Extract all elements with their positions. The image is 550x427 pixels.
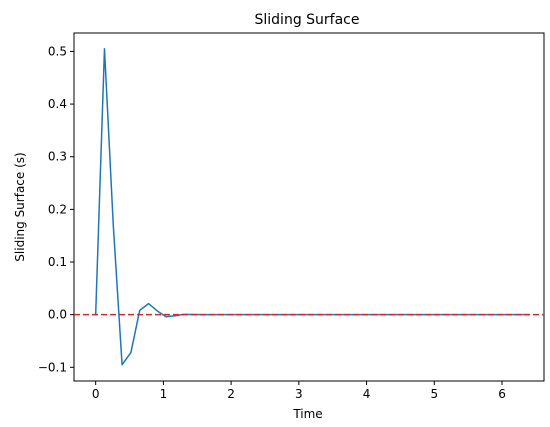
- y-tick-label: 0.5: [48, 44, 67, 58]
- y-axis-label: Sliding Surface (s): [13, 152, 27, 261]
- x-tick-label: 3: [295, 387, 303, 401]
- series-lines: [74, 48, 544, 366]
- chart-title: Sliding Surface: [255, 12, 360, 28]
- x-tick-label: 4: [363, 387, 371, 401]
- y-axis-ticks: −0.1 0.0 0.1 0.2 0.3 0.4 0.5: [38, 44, 74, 374]
- x-axis-label: Time: [292, 407, 322, 421]
- y-tick-label: 0.1: [48, 255, 67, 269]
- y-tick-label: 0.4: [48, 97, 67, 111]
- x-tick-label: 6: [498, 387, 506, 401]
- y-tick-label: −0.1: [38, 360, 67, 374]
- y-tick-label: 0.3: [48, 150, 67, 164]
- y-tick-label: 0.2: [48, 202, 67, 216]
- y-tick-label: 0.0: [48, 308, 67, 322]
- x-axis-ticks: 0 1 2 3 4 5 6: [92, 381, 506, 401]
- x-tick-label: 5: [430, 387, 438, 401]
- x-tick-label: 0: [92, 387, 100, 401]
- x-tick-label: 2: [227, 387, 235, 401]
- x-tick-label: 1: [160, 387, 168, 401]
- plot-frame: [73, 32, 545, 382]
- plot-area: 0 1 2 3 4 5 6 −0.1 0.0 0.1 0.2 0.3 0.4 0.5: [38, 32, 545, 401]
